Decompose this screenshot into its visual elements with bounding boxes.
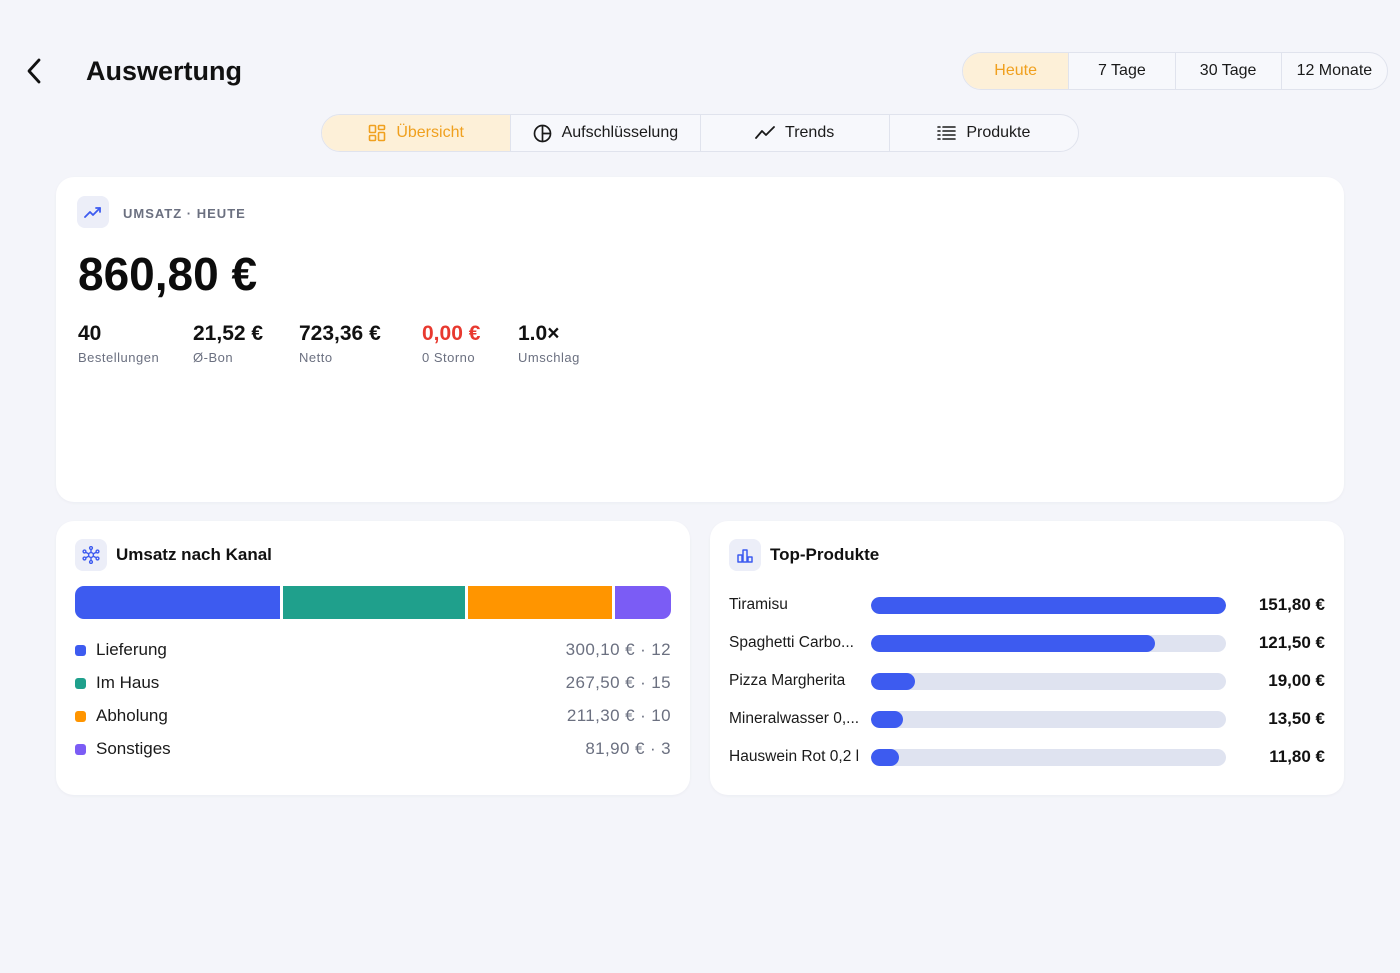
pie-icon bbox=[533, 124, 551, 142]
period-today-button[interactable]: Heute bbox=[963, 53, 1069, 89]
kpi-value: 40 bbox=[78, 322, 102, 345]
channel-legend-row: Lieferung 300,10 € · 12 bbox=[75, 639, 671, 661]
kpi-value: 723,36 € bbox=[299, 322, 381, 345]
tab-trends-label: Trends bbox=[785, 124, 835, 141]
channel-value: 267,50 € · 15 bbox=[565, 673, 671, 692]
channel-name: Lieferung bbox=[96, 640, 167, 659]
total-revenue: 860,80 € bbox=[78, 248, 258, 300]
kpi-label: Netto bbox=[299, 350, 333, 365]
list-icon bbox=[937, 126, 957, 140]
channel-name: Im Haus bbox=[96, 673, 160, 692]
product-revenue: 13,50 € bbox=[1268, 709, 1325, 728]
legend-color-dot bbox=[75, 644, 86, 656]
product-bar-track bbox=[871, 634, 1226, 652]
product-revenue: 151,80 € bbox=[1258, 595, 1325, 614]
tab-products-label: Produkte bbox=[966, 124, 1031, 141]
product-bar-track bbox=[871, 710, 1226, 728]
view-tabs: Übersicht Aufschlüsselung Trends Produkt… bbox=[321, 114, 1079, 152]
top-products-title: Top-Produkte bbox=[770, 545, 880, 564]
tab-trends[interactable]: Trends bbox=[699, 115, 889, 151]
kpi-label: Ø-Bon bbox=[193, 350, 234, 365]
period-selector: Heute 7 Tage 30 Tage 12 Monate bbox=[962, 52, 1388, 90]
channel-card-title: Umsatz nach Kanal bbox=[116, 545, 272, 564]
channel-value: 300,10 € · 12 bbox=[565, 640, 671, 659]
product-name: Pizza Margherita bbox=[729, 672, 846, 689]
back-button[interactable] bbox=[18, 54, 50, 88]
period-30-days-button[interactable]: 30 Tage bbox=[1174, 53, 1281, 89]
grid-icon bbox=[369, 124, 386, 142]
product-bar-track bbox=[871, 672, 1226, 690]
channel-name: Sonstiges bbox=[96, 739, 171, 758]
product-revenue: 121,50 € bbox=[1258, 633, 1325, 652]
channel-segment-4 bbox=[615, 586, 671, 619]
product-bar-track bbox=[871, 748, 1226, 766]
product-row: Pizza Margherita 19,00 € bbox=[729, 670, 1325, 692]
product-bar bbox=[871, 748, 900, 766]
tab-breakdown-label: Aufschlüsselung bbox=[561, 124, 679, 141]
tab-overview[interactable]: Übersicht bbox=[322, 115, 511, 151]
channel-segment-2 bbox=[282, 586, 466, 619]
period-7-days-button[interactable]: 7 Tage bbox=[1068, 53, 1174, 89]
product-row: Spaghetti Carbo... 121,50 € bbox=[729, 632, 1325, 654]
product-name: Mineralwasser 0,... bbox=[729, 710, 860, 727]
kpi-average-receipt: 21,52 € Ø-Bon bbox=[193, 321, 263, 365]
top-products-card: Top-Produkte Tiramisu 151,80 € Spaghetti C… bbox=[710, 521, 1344, 795]
tab-products[interactable]: Produkte bbox=[888, 115, 1078, 151]
product-name: Hauswein Rot 0,2 l bbox=[729, 748, 860, 765]
channel-revenue-card: Umsatz nach Kanal Lieferung 300,10 € · 12… bbox=[56, 521, 690, 795]
product-row: Tiramisu 151,80 € bbox=[729, 594, 1325, 616]
chevron-left-icon bbox=[27, 58, 41, 84]
kpi-label: Umschlag bbox=[518, 350, 580, 365]
channel-stacked-bar bbox=[75, 586, 671, 619]
summary-label: UMSATZ · HEUTE bbox=[123, 206, 246, 221]
product-bar bbox=[871, 710, 903, 728]
bar-chart-icon bbox=[729, 539, 761, 571]
product-revenue: 19,00 € bbox=[1268, 671, 1325, 690]
channel-segment-3 bbox=[468, 586, 613, 619]
product-bar-track bbox=[871, 596, 1226, 614]
kpi-cancellations: 0,00 € 0 Storno bbox=[422, 321, 480, 365]
channel-value: 81,90 € · 3 bbox=[585, 739, 671, 758]
period-12-months-button[interactable]: 12 Monate bbox=[1280, 53, 1387, 89]
kpi-label: Bestellungen bbox=[78, 350, 160, 365]
kpi-value: 1.0× bbox=[518, 322, 560, 345]
kpi-net: 723,36 € Netto bbox=[299, 321, 381, 365]
legend-color-dot bbox=[75, 743, 86, 755]
kpi-value: 21,52 € bbox=[193, 322, 264, 345]
channel-legend-row: Abholung 211,30 € · 10 bbox=[75, 705, 671, 727]
product-bar bbox=[871, 596, 1226, 614]
channel-segment-1 bbox=[75, 586, 280, 619]
channel-value: 211,30 € · 10 bbox=[566, 706, 671, 725]
kpi-turnover: 1.0× Umschlag bbox=[518, 321, 580, 365]
kpi-label: 0 Storno bbox=[422, 350, 476, 365]
product-bar bbox=[871, 672, 916, 690]
product-name: Spaghetti Carbo... bbox=[729, 634, 854, 651]
trend-line-icon bbox=[755, 126, 775, 139]
product-bar bbox=[871, 634, 1156, 652]
trending-up-icon bbox=[77, 196, 109, 228]
page-title: Auswertung bbox=[86, 56, 243, 86]
legend-color-dot bbox=[75, 710, 86, 722]
tab-breakdown[interactable]: Aufschlüsselung bbox=[510, 115, 699, 151]
product-row: Hauswein Rot 0,2 l 11,80 € bbox=[729, 746, 1325, 768]
channel-legend-row: Im Haus 267,50 € · 15 bbox=[75, 672, 671, 694]
tab-overview-label: Übersicht bbox=[396, 124, 464, 141]
legend-color-dot bbox=[75, 677, 86, 689]
channel-legend-row: Sonstiges 81,90 € · 3 bbox=[75, 738, 671, 760]
product-revenue: 11,80 € bbox=[1269, 747, 1325, 766]
kpi-value: 0,00 € bbox=[422, 322, 481, 345]
product-name: Tiramisu bbox=[729, 596, 788, 613]
product-row: Mineralwasser 0,... 13,50 € bbox=[729, 708, 1325, 730]
channel-name: Abholung bbox=[96, 706, 168, 725]
revenue-summary-card: UMSATZ · HEUTE 860,80 € 40 Bestellungen … bbox=[56, 177, 1344, 502]
kpi-orders: 40 Bestellungen bbox=[78, 321, 159, 365]
network-icon bbox=[75, 539, 107, 571]
